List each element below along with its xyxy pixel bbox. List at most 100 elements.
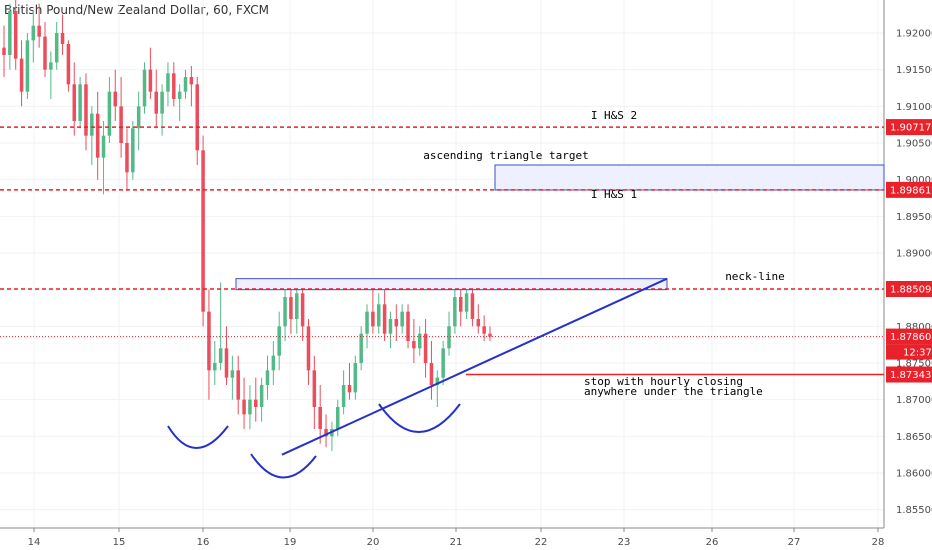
countdown-bg [886, 344, 932, 360]
candle-body[interactable] [336, 407, 340, 429]
candle-body[interactable] [353, 363, 358, 393]
candle-body[interactable] [107, 91, 112, 136]
candle-body[interactable] [236, 370, 240, 400]
candle-body[interactable] [300, 293, 305, 327]
candle-body[interactable] [142, 69, 147, 107]
candle-body[interactable] [95, 113, 100, 158]
candle-body[interactable] [8, 11, 12, 55]
candle-body[interactable] [347, 385, 352, 393]
candle-body[interactable] [2, 47, 6, 55]
candle-body[interactable] [160, 91, 164, 114]
candle-body[interactable] [429, 363, 434, 385]
candle-body[interactable] [435, 377, 440, 385]
countdown-label: 12:37 [903, 348, 932, 359]
trendline[interactable] [281, 277, 668, 456]
candle-body[interactable] [248, 399, 252, 415]
candle-body[interactable] [388, 319, 393, 334]
candle-body[interactable] [423, 333, 428, 363]
candle-body[interactable] [341, 385, 346, 407]
candle-body[interactable] [66, 44, 71, 85]
candle-body[interactable] [43, 36, 47, 70]
candle-body[interactable] [31, 25, 36, 41]
candle-body[interactable] [224, 348, 229, 378]
candle-body[interactable] [453, 297, 457, 327]
price-tag-bg [886, 366, 932, 383]
candle-body[interactable] [49, 62, 53, 70]
y-tick-label: 1.92000 [896, 29, 932, 40]
annotation-target: ascending triangle target [423, 149, 589, 162]
candle-body[interactable] [125, 143, 129, 173]
candle-body[interactable] [359, 333, 363, 363]
candle-body[interactable] [458, 297, 463, 312]
candle-body[interactable] [213, 363, 217, 371]
candle-body[interactable] [84, 84, 88, 136]
candle-body[interactable] [265, 370, 270, 385]
candle-body[interactable] [464, 293, 469, 312]
candle-body[interactable] [312, 370, 317, 407]
candle-body[interactable] [394, 319, 399, 327]
candle-body[interactable] [254, 399, 258, 407]
candle-body[interactable] [271, 355, 276, 371]
candle-body[interactable] [400, 311, 404, 327]
candle-body[interactable] [412, 341, 416, 349]
candle-body[interactable] [382, 304, 387, 334]
y-tick-label: 1.88000 [896, 322, 932, 333]
candle-body[interactable] [259, 385, 264, 407]
candle-body[interactable] [78, 84, 82, 121]
candle-body[interactable] [371, 311, 375, 327]
candle-body[interactable] [365, 311, 369, 334]
target-box[interactable] [494, 164, 885, 191]
candle-body[interactable] [90, 113, 94, 136]
candle-body[interactable] [242, 399, 246, 415]
x-tick-label: 19 [284, 537, 297, 548]
candle-body[interactable] [218, 348, 223, 363]
candle-body[interactable] [25, 40, 30, 92]
candle-body[interactable] [189, 77, 194, 85]
candle-body[interactable] [277, 326, 281, 356]
candle-body[interactable] [60, 33, 65, 44]
candle-body[interactable] [136, 106, 141, 129]
neckline-box[interactable] [235, 278, 668, 291]
candle-body[interactable] [119, 106, 123, 143]
candle-body[interactable] [154, 91, 158, 114]
candle-body[interactable] [201, 150, 205, 312]
candle-body[interactable] [318, 407, 322, 429]
price-tag: 1.88509 [890, 285, 931, 296]
candle-body[interactable] [230, 370, 235, 378]
candle-body[interactable] [54, 33, 59, 63]
candle-body[interactable] [488, 333, 492, 337]
candle-body[interactable] [306, 326, 311, 371]
candle-body[interactable] [148, 69, 153, 92]
candle-body[interactable] [195, 84, 199, 151]
right-shoulder-arc[interactable] [378, 403, 461, 433]
candle-body[interactable] [13, 11, 18, 59]
head-arc[interactable] [250, 453, 317, 479]
candle-body[interactable] [289, 297, 293, 319]
candle-body[interactable] [470, 293, 475, 319]
candle-body[interactable] [183, 77, 188, 92]
candle-body[interactable] [177, 91, 182, 99]
candle-body[interactable] [476, 319, 481, 327]
candle-body[interactable] [417, 333, 422, 349]
annotation-stop-2: anywhere under the triangle [584, 385, 763, 398]
candle-body[interactable] [441, 348, 445, 378]
candle-body[interactable] [19, 58, 24, 92]
candle-body[interactable] [72, 84, 77, 121]
annotation-ihs2: I H&S 2 [591, 109, 637, 122]
candle-body[interactable] [482, 326, 486, 334]
candle-body[interactable] [166, 73, 170, 92]
candle-body[interactable] [295, 293, 299, 319]
candle-body[interactable] [131, 128, 135, 173]
candle-body[interactable] [101, 135, 106, 158]
candle-body[interactable] [376, 304, 381, 327]
candle-body[interactable] [113, 91, 118, 107]
candle-body[interactable] [207, 311, 211, 371]
candle-body[interactable] [283, 297, 287, 327]
candle-body[interactable] [37, 25, 41, 37]
candle-body[interactable] [172, 73, 176, 99]
candle-body[interactable] [324, 429, 328, 437]
candle-body[interactable] [447, 326, 451, 349]
left-shoulder-arc[interactable] [167, 425, 229, 449]
candle-body[interactable] [406, 311, 410, 341]
